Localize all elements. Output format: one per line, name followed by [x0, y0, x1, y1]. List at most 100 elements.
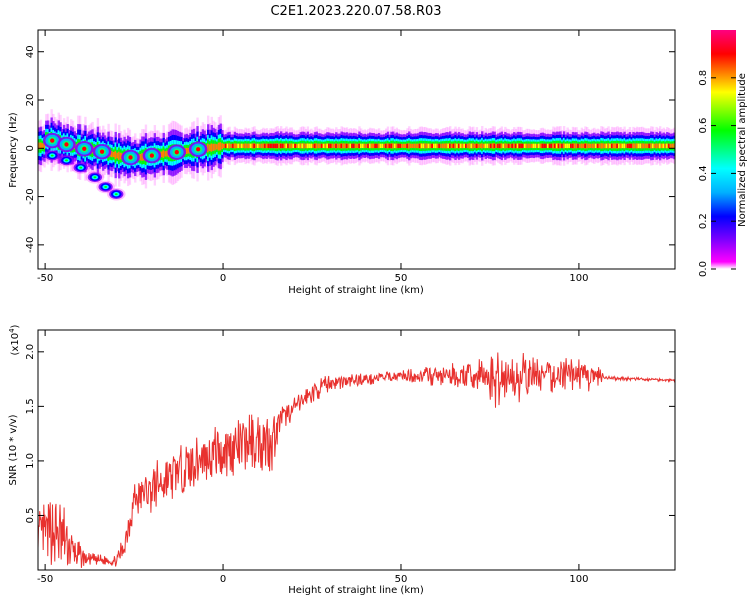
heatmap-cell — [207, 143, 210, 153]
heatmap-cell — [416, 143, 420, 149]
heatmap-cell — [247, 143, 251, 149]
heatmap-cell — [481, 143, 484, 149]
heatmap-cell — [363, 143, 366, 149]
spectrogram-ytick-label: -40 — [25, 237, 36, 253]
heatmap-cell — [312, 143, 315, 148]
heatmap-cell — [383, 143, 386, 148]
snr-scale-factor: (x104) — [8, 324, 21, 355]
snr-ylabel: SNR (10 * v/v) — [8, 414, 19, 485]
heatmap-cell — [386, 143, 390, 149]
colorbar-ticks: 0.0 0.2 0.4 0.6 0.8 — [698, 70, 736, 277]
snr-scale-suffix: ) — [10, 324, 21, 328]
heatmap-ridge-blob — [149, 153, 155, 158]
heatmap-cell — [660, 143, 664, 149]
heatmap-cell — [290, 143, 294, 149]
heatmap-cell — [212, 143, 215, 151]
spectrogram-ytick-label: 0 — [25, 145, 36, 151]
heatmap-cell — [650, 143, 653, 149]
heatmap-cell — [160, 151, 164, 158]
heatmap-cell — [600, 143, 603, 149]
heatmap-cell — [116, 152, 119, 159]
heatmap-cell — [166, 150, 169, 157]
snr-frame — [37, 329, 676, 571]
heatmap-cell — [669, 143, 673, 149]
snr-ytick-label: 1.0 — [25, 453, 36, 469]
snr-xtick-label: 100 — [569, 574, 588, 585]
heatmap-cell — [296, 143, 299, 148]
heatmap-cell — [333, 143, 336, 149]
heatmap-cell — [530, 143, 534, 149]
heatmap-ridge-blob — [196, 147, 201, 152]
snr-scale-prefix: (x10 — [10, 333, 21, 356]
heatmap-cell — [278, 143, 281, 149]
heatmap-cell — [491, 143, 495, 149]
heatmap-cell — [219, 142, 222, 151]
heatmap-cell — [673, 143, 675, 149]
spectrogram-ytick-label: 20 — [25, 94, 36, 107]
heatmap-cell — [185, 147, 189, 155]
heatmap-cell — [139, 154, 142, 161]
heatmap-cell — [635, 143, 639, 149]
heatmap-cell — [488, 143, 491, 149]
heatmap-cell — [114, 150, 117, 160]
heatmap-cell — [347, 143, 350, 149]
heatmap-cell — [445, 143, 448, 149]
colorbar-tick-label: 0.2 — [698, 213, 709, 229]
heatmap-cell — [39, 142, 43, 150]
heatmap-branch-blob — [79, 166, 83, 169]
heatmap-cell — [217, 142, 221, 151]
snr-ytick-label: 2.0 — [25, 344, 36, 360]
heatmap-cell — [402, 143, 406, 149]
snr-scale-exponent: 4 — [8, 328, 16, 333]
heatmap-cell — [505, 143, 509, 149]
spectrogram-xtick-label: -50 — [37, 273, 53, 284]
colorbar-tick-label: 0.8 — [698, 70, 709, 86]
snr-xlabel: Height of straight line (km) — [288, 585, 424, 596]
heatmap-cell — [413, 143, 416, 149]
heatmap-cell — [593, 143, 596, 149]
heatmap-cell — [607, 143, 610, 149]
heatmap-cell — [110, 150, 114, 158]
heatmap-ridge-blob — [64, 142, 69, 147]
heatmap-cell — [429, 143, 432, 149]
snr-panel: -50 0 50 100 0.5 1.0 1.5 2.0 Height of straight… — [8, 324, 676, 596]
heatmap-cell — [141, 153, 144, 161]
heatmap-cell — [164, 151, 167, 157]
heatmap-cell — [591, 143, 594, 149]
heatmap-cell — [215, 144, 219, 150]
spectrogram-xlabel: Height of straight line (km) — [288, 285, 424, 296]
heatmap-cell — [288, 143, 292, 149]
heatmap-cell — [336, 143, 340, 149]
heatmap-cell — [304, 143, 308, 149]
heatmap-cell — [43, 142, 46, 149]
heatmap-cell — [260, 143, 263, 149]
colorbar-tick-label: 0.0 — [698, 261, 709, 277]
heatmap-cell — [461, 143, 464, 149]
heatmap-cell — [41, 143, 44, 149]
heatmap-cell — [454, 143, 457, 149]
heatmap-cell — [319, 143, 322, 149]
heatmap-cell — [233, 143, 237, 149]
heatmap-cell — [187, 147, 190, 154]
heatmap-cell — [118, 151, 121, 160]
heatmap-cell — [265, 143, 269, 149]
heatmap-cell — [602, 143, 605, 149]
heatmap-branch-blob — [114, 193, 118, 196]
heatmap-cell — [246, 143, 249, 149]
heatmap-cell — [409, 143, 413, 149]
heatmap-cell — [324, 143, 327, 149]
heatmap-ridge-blob — [82, 146, 87, 151]
heatmap-cell — [559, 143, 562, 149]
heatmap-cell — [500, 143, 504, 149]
heatmap-cell — [603, 143, 607, 149]
heatmap-cell — [644, 143, 648, 149]
colorbar-label: Normalized spectral amplitude — [737, 73, 748, 227]
heatmap-ridge-blob — [174, 149, 179, 155]
spectrogram-xtick-label: 0 — [220, 273, 226, 284]
snr-series-line — [38, 352, 675, 568]
snr-ytick-label: 1.5 — [25, 398, 36, 414]
heatmap-cell — [509, 143, 512, 148]
heatmap-cell — [210, 143, 213, 152]
heatmap-cell — [466, 143, 470, 149]
heatmap-cell — [242, 143, 246, 149]
